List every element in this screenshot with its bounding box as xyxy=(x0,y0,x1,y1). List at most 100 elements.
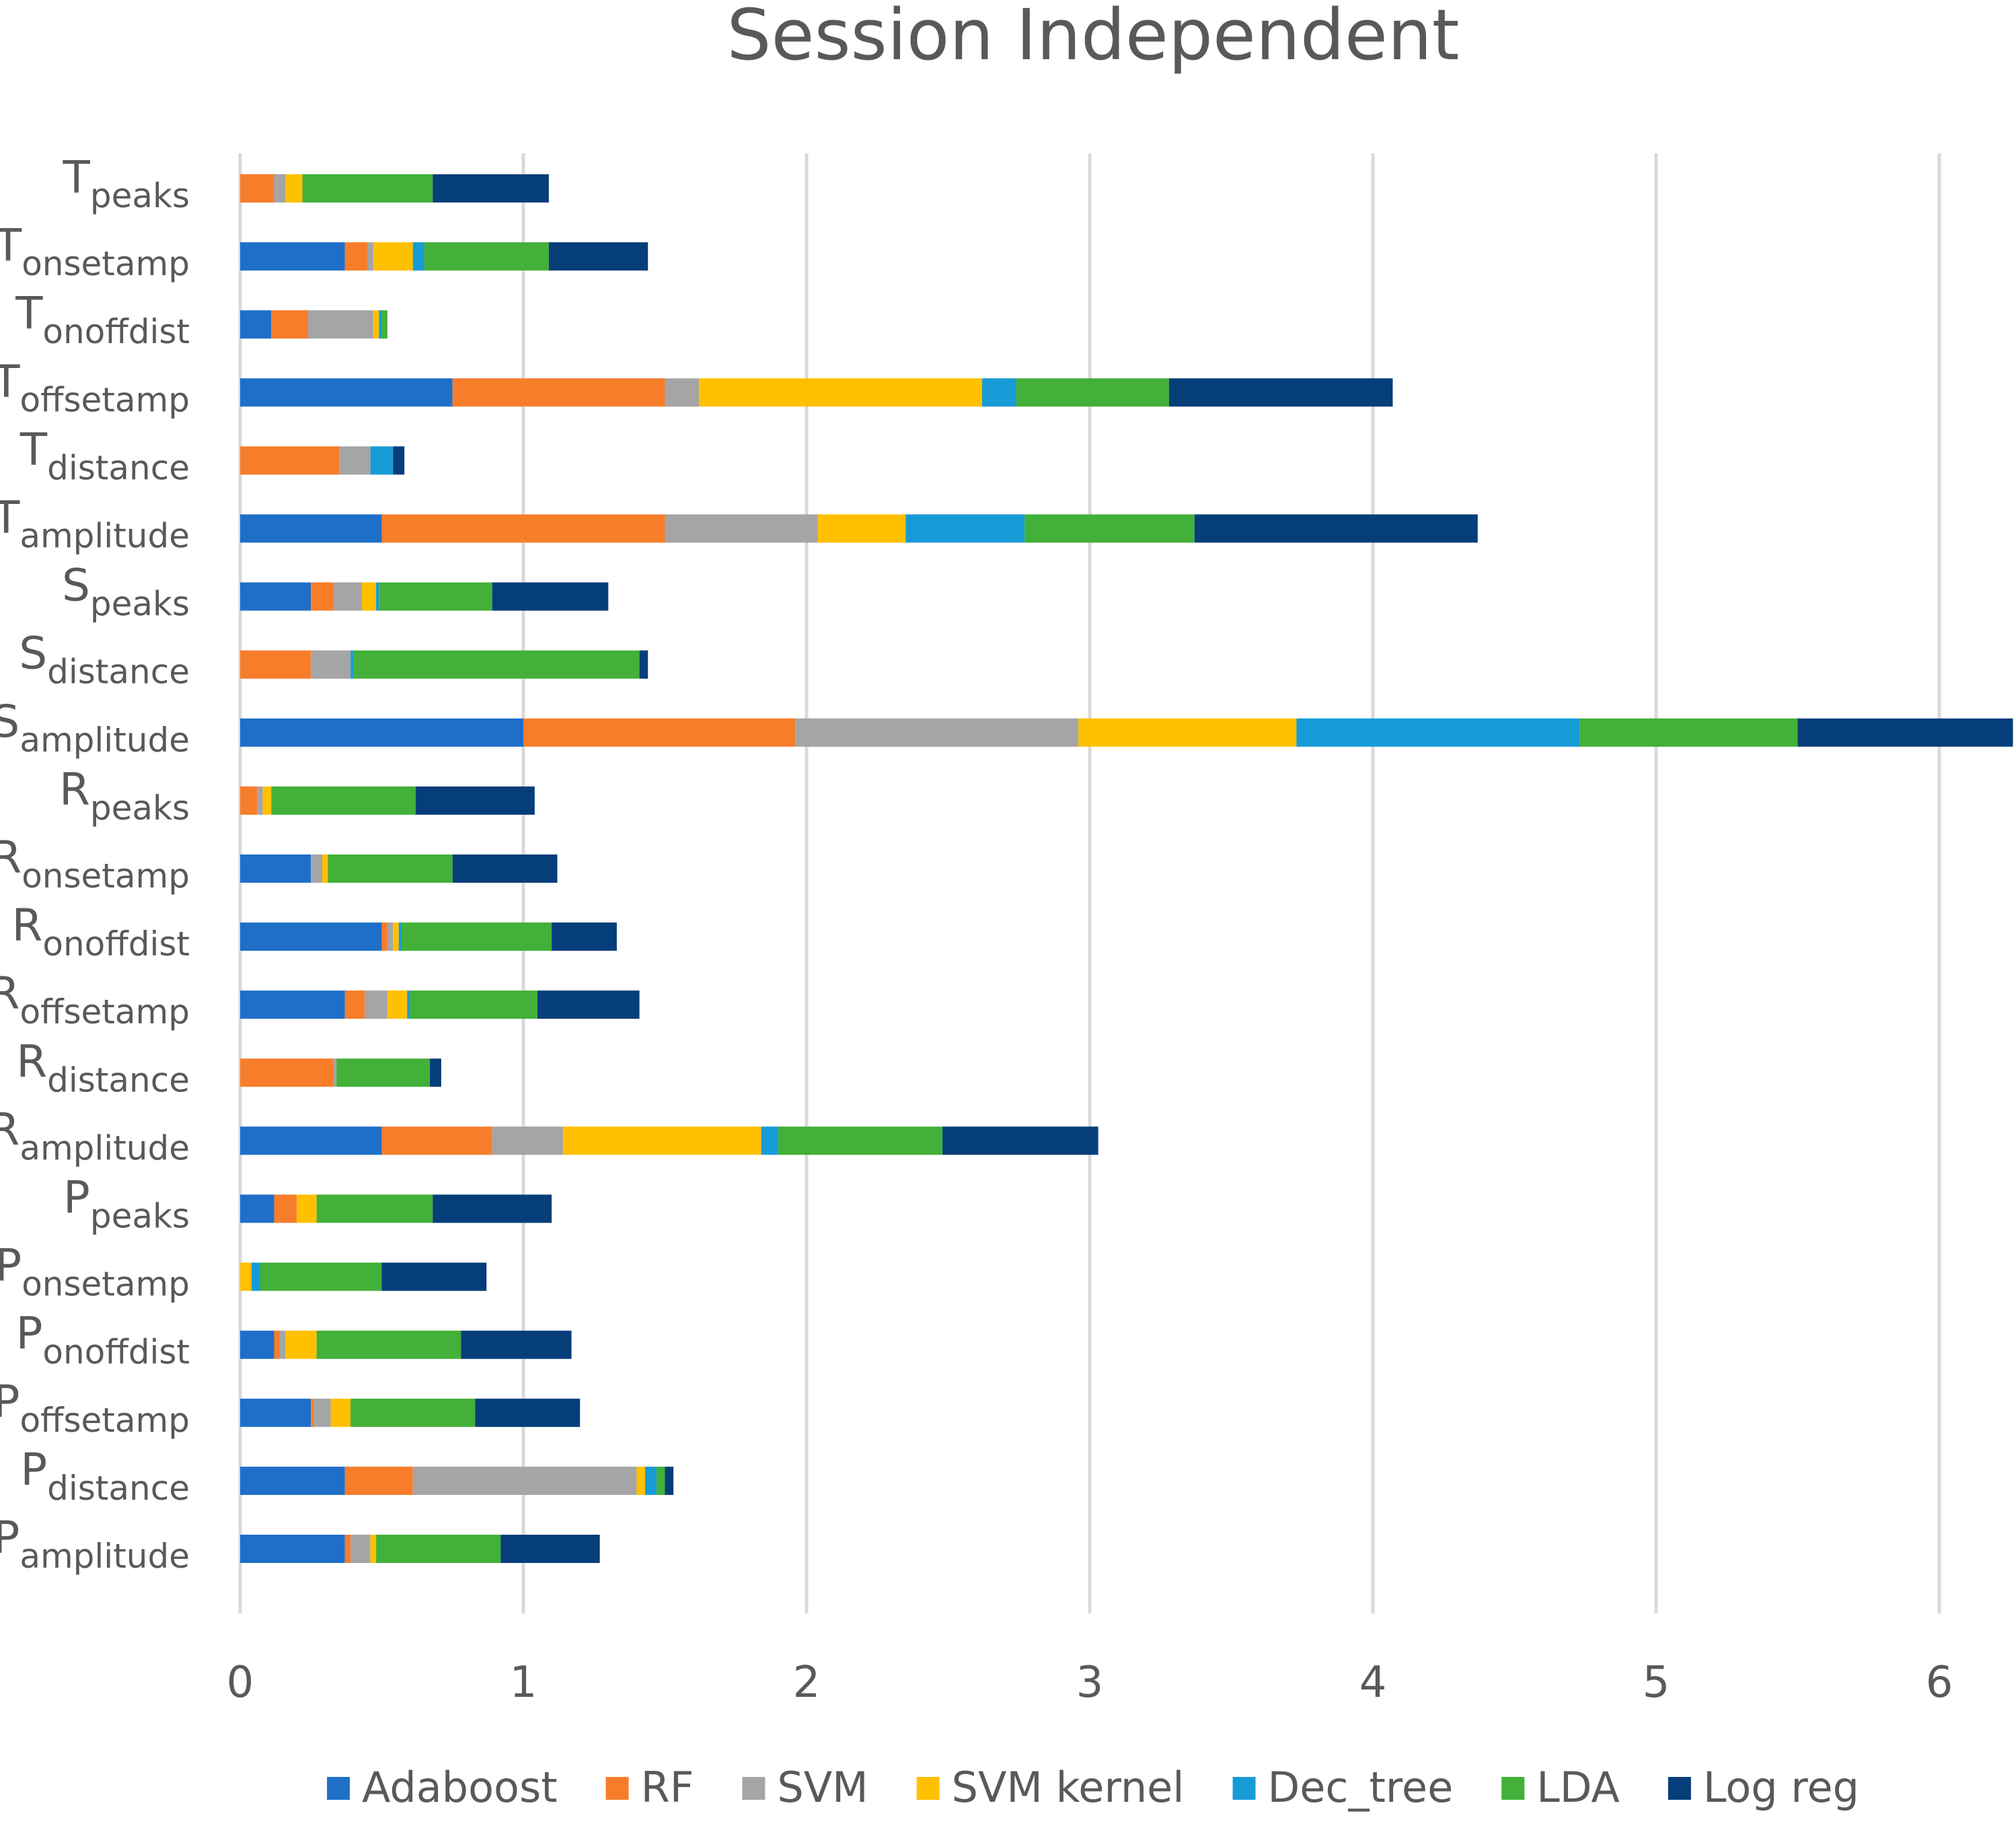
bar-segment-rf xyxy=(344,990,365,1019)
legend-label: SVM kernel xyxy=(952,1763,1185,1812)
bar-segment-svm-kernel xyxy=(393,922,399,951)
category-label: Tonsetamp xyxy=(0,219,190,283)
bar-segment-log-reg xyxy=(500,1535,600,1563)
legend-swatch xyxy=(1668,1777,1691,1800)
bar-segment-log-reg xyxy=(452,854,558,883)
category-label-main: T xyxy=(0,355,20,407)
category-label-sub: onoffdist xyxy=(42,312,190,351)
category-label-sub: onoffdist xyxy=(42,1333,190,1372)
bar-segment-lda xyxy=(260,1262,382,1291)
bar-segment-adaboost xyxy=(240,1330,274,1359)
category-label-main: S xyxy=(62,560,90,612)
category-labels: TpeaksTonsetampTonoffdistToffsetampTdist… xyxy=(0,151,190,1576)
category-label: Pdistance xyxy=(20,1444,190,1508)
category-label-sub: onsetamp xyxy=(22,857,190,896)
category-label-sub: amplitude xyxy=(20,721,190,760)
bar-segment-svm xyxy=(311,854,323,883)
bar-segment-log-reg xyxy=(461,1330,572,1359)
bar-segment-rf xyxy=(381,514,665,543)
legend-swatch xyxy=(1501,1777,1525,1800)
bar-segment-log-reg xyxy=(433,1194,552,1223)
bar-segment-log-reg xyxy=(430,1058,441,1087)
bar-segment-svm-kernel xyxy=(240,1262,252,1291)
bar-segment-lda xyxy=(401,922,552,951)
bar-segment-svm-kernel xyxy=(636,1466,646,1495)
bars xyxy=(240,174,2013,1563)
category-label-main: P xyxy=(20,1444,47,1496)
bar-segment-dec-tree xyxy=(412,242,424,271)
category-label-sub: onoffdist xyxy=(42,924,190,963)
bar-segment-svm-kernel xyxy=(297,1194,317,1223)
category-label-main: P xyxy=(0,1512,20,1564)
bar-segment-log-reg xyxy=(492,582,609,611)
bar-segment-svm-kernel xyxy=(373,310,379,339)
category-label-sub: distance xyxy=(47,1060,190,1099)
category-label-sub: peaks xyxy=(90,789,190,828)
bar-segment-svm-kernel xyxy=(373,242,413,271)
bar-segment-dec-tree xyxy=(376,582,379,611)
x-axis-ticks: 0 1 2 3 4 5 6 xyxy=(227,1658,1953,1708)
bar-segment-dec-tree xyxy=(761,1126,778,1155)
category-label-main: P xyxy=(0,1376,20,1428)
bar-segment-svm-kernel xyxy=(370,1535,377,1563)
bar-segment-svm xyxy=(492,1126,563,1155)
category-label-sub: amplitude xyxy=(20,1537,190,1576)
bar-segment-rf xyxy=(452,378,665,407)
legend-item: LDA xyxy=(1501,1763,1620,1812)
bar-segment-rf xyxy=(344,242,368,271)
bar-segment-dec-tree xyxy=(350,650,354,679)
category-label: Toffsetamp xyxy=(0,355,190,419)
bar-segment-log-reg xyxy=(416,786,535,815)
bar-segment-rf xyxy=(311,582,334,611)
x-tick-label: 2 xyxy=(793,1658,821,1708)
bar-segment-svm xyxy=(333,582,363,611)
bar-segment-rf xyxy=(240,446,340,475)
legend-label: LDA xyxy=(1536,1763,1620,1812)
bar-segment-lda xyxy=(424,242,549,271)
legend-swatch xyxy=(742,1777,766,1800)
category-label-main: R xyxy=(12,900,43,951)
bar-segment-adaboost xyxy=(240,1466,345,1495)
bar-segment-log-reg xyxy=(639,650,648,679)
category-label-main: R xyxy=(0,832,22,883)
bar-segment-rf xyxy=(311,1398,314,1427)
bar-segment-lda xyxy=(410,990,538,1019)
legend-swatch xyxy=(916,1777,940,1800)
bar-segment-adaboost xyxy=(240,1194,274,1223)
category-label-sub: amplitude xyxy=(20,517,190,556)
bar-segment-adaboost xyxy=(240,718,523,747)
bar-segment-log-reg xyxy=(1168,378,1393,407)
category-label: Rdistance xyxy=(16,1035,190,1099)
bar-segment-lda xyxy=(336,1058,431,1087)
bar-segment-log-reg xyxy=(665,1466,674,1495)
bar-segment-adaboost xyxy=(240,922,382,951)
category-label-sub: peaks xyxy=(90,1197,190,1236)
category-label-main: S xyxy=(0,696,20,748)
legend-item: Log reg xyxy=(1668,1763,1859,1812)
bar-segment-svm xyxy=(367,242,373,271)
bar-segment-dec-tree xyxy=(1296,718,1580,747)
category-label-sub: peaks xyxy=(90,585,190,624)
bar-segment-dec-tree xyxy=(407,990,410,1019)
bar-segment-svm-kernel xyxy=(285,1330,317,1359)
bar-segment-adaboost xyxy=(240,1535,345,1563)
category-label-main: P xyxy=(63,1172,90,1224)
bar-segment-svm xyxy=(365,990,387,1019)
bar-segment-rf xyxy=(240,174,274,203)
bar-segment-rf xyxy=(240,1058,334,1087)
category-label-main: T xyxy=(0,219,22,271)
legend-label: RF xyxy=(641,1763,694,1812)
category-label: Ronoffdist xyxy=(12,900,190,963)
legend-label: Adaboost xyxy=(362,1763,558,1812)
bar-segment-svm-kernel xyxy=(285,174,303,203)
bar-segment-dec-tree xyxy=(905,514,1025,543)
bar-segment-lda xyxy=(381,310,387,339)
bar-segment-svm xyxy=(795,718,1079,747)
bar-segment-log-reg xyxy=(381,1262,487,1291)
category-label-sub: offsetamp xyxy=(20,1401,190,1440)
category-label-sub: distance xyxy=(47,1469,190,1508)
bar-segment-adaboost xyxy=(240,854,311,883)
bar-segment-rf xyxy=(271,310,309,339)
bar-segment-lda xyxy=(353,650,640,679)
bar-segment-rf xyxy=(381,1126,492,1155)
